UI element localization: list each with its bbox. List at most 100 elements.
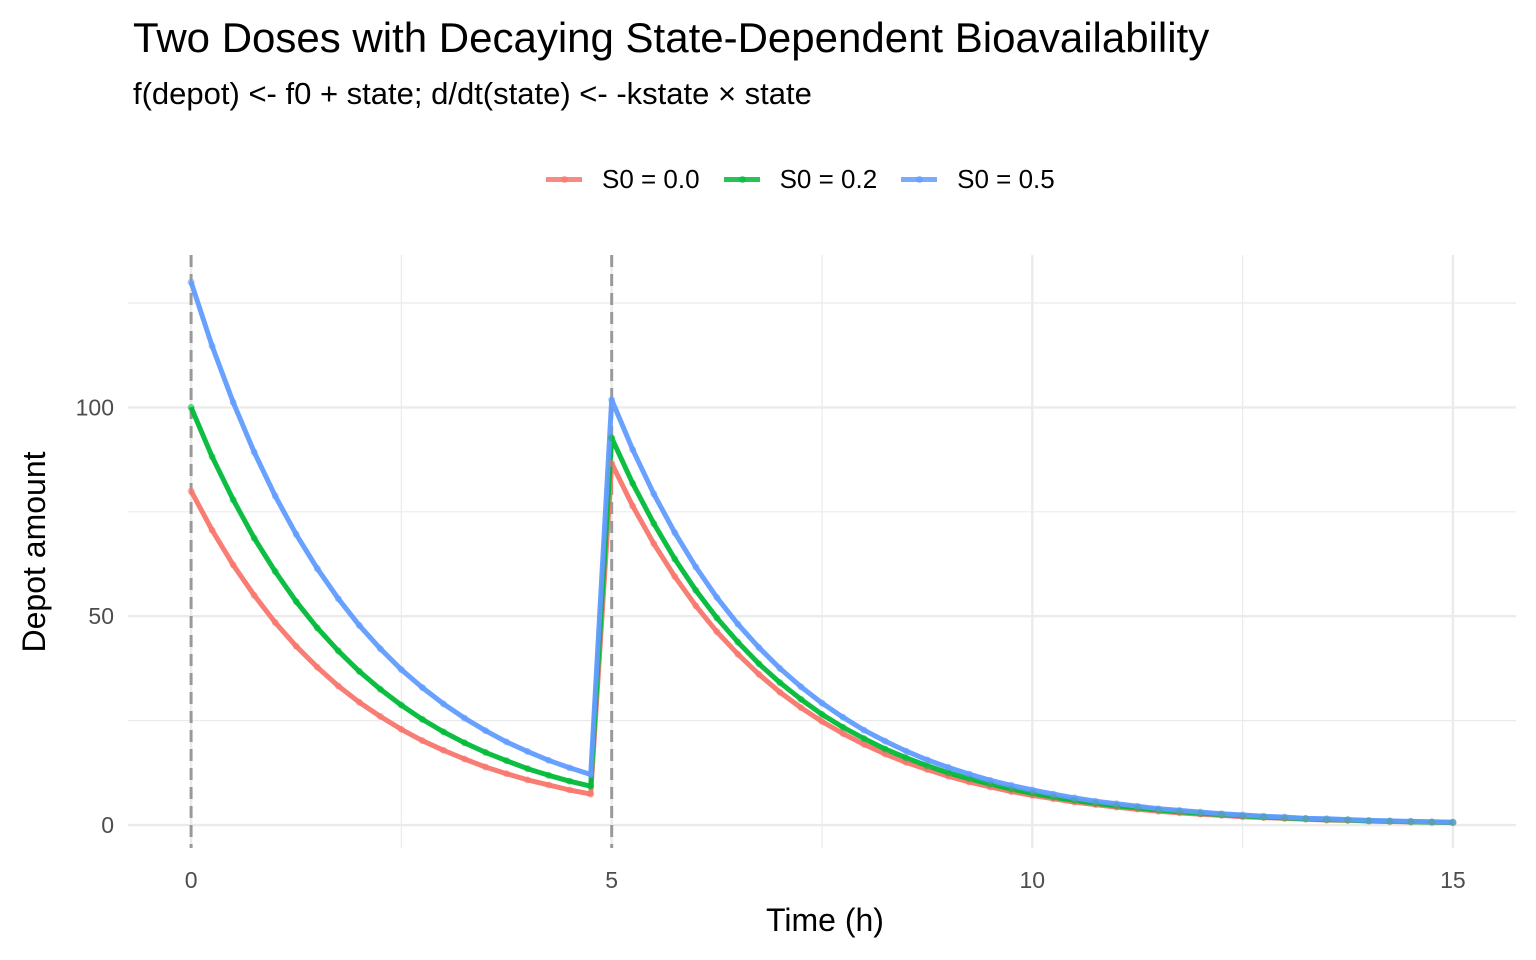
data-point-series-2	[1176, 806, 1184, 814]
data-point-series-2	[313, 565, 321, 573]
data-point-series-2	[902, 747, 910, 755]
data-point-series-1	[292, 598, 300, 606]
data-point-series-1	[671, 555, 679, 563]
legend-label: S0 = 0.2	[779, 163, 878, 194]
data-point-series-1	[881, 745, 889, 753]
data-point-series-0	[229, 561, 237, 569]
x-axis-ticks: 0 5 10 15	[185, 867, 1466, 893]
data-point-series-2	[292, 530, 300, 538]
series-points	[187, 278, 1457, 827]
data-point-series-0	[797, 704, 805, 712]
data-point-series-2	[776, 664, 784, 672]
data-point-series-1	[860, 735, 868, 743]
data-point-series-0	[482, 763, 490, 771]
data-point-series-0	[671, 573, 679, 581]
data-point-series-1	[524, 765, 532, 773]
data-point-series-0	[776, 688, 784, 696]
data-point-series-2	[1218, 810, 1226, 818]
legend: S0 = 0.0 S0 = 0.2 S0 = 0.5	[544, 162, 1077, 196]
legend-label: S0 = 0.5	[957, 163, 1055, 194]
data-point-series-2	[1028, 786, 1036, 794]
data-point-series-1	[776, 679, 784, 687]
data-point-series-2	[229, 398, 237, 406]
data-point-series-0	[587, 790, 595, 798]
legend-label: S0 = 0.0	[602, 163, 700, 194]
data-point-series-2	[944, 763, 952, 771]
data-point-series-0	[355, 698, 363, 706]
data-point-series-1	[902, 754, 910, 762]
data-point-series-0	[692, 602, 700, 610]
data-point-series-2	[734, 620, 742, 628]
data-point-series-2	[671, 529, 679, 537]
legend-item-s0-0.0: S0 = 0.0	[544, 162, 700, 196]
data-point-series-2	[1302, 814, 1310, 822]
x-tick-label: 15	[1440, 867, 1466, 893]
chart-title: Two Doses with Decaying State-Dependent …	[133, 14, 1210, 61]
data-point-series-0	[271, 618, 279, 626]
data-point-series-2	[1091, 797, 1099, 805]
data-point-series-1	[271, 568, 279, 576]
data-point-series-2	[187, 278, 195, 286]
legend-key-s0-0.2	[722, 162, 762, 196]
data-point-series-2	[839, 713, 847, 721]
data-point-series-2	[1112, 800, 1120, 808]
data-point-series-2	[1365, 816, 1373, 824]
data-point-series-2	[1407, 817, 1415, 825]
legend-key-s0-0.5	[899, 162, 939, 196]
data-point-series-1	[755, 660, 763, 668]
y-tick-label: 0	[101, 812, 114, 838]
data-point-series-0	[650, 540, 658, 548]
data-point-series-1	[376, 685, 384, 693]
data-point-series-1	[650, 520, 658, 528]
data-point-series-0	[629, 502, 637, 510]
data-point-series-1	[587, 782, 595, 790]
legend-item-s0-0.2: S0 = 0.2	[722, 162, 878, 196]
y-tick-label: 50	[88, 603, 114, 629]
data-point-series-2	[418, 684, 426, 692]
data-point-series-2	[1449, 818, 1457, 826]
data-point-series-2	[923, 756, 931, 764]
data-point-series-0	[208, 526, 216, 534]
data-point-series-2	[524, 748, 532, 756]
chart-subtitle: f(depot) <- f0 + state; d/dt(state) <- -…	[133, 76, 812, 111]
y-tick-label: 100	[76, 394, 114, 420]
data-point-series-2	[1070, 794, 1078, 802]
data-point-series-0	[545, 781, 553, 789]
data-point-series-2	[1386, 817, 1394, 825]
data-point-series-2	[439, 700, 447, 708]
grid-minor	[128, 255, 1516, 848]
data-point-series-0	[187, 487, 195, 495]
data-point-series-2	[986, 776, 994, 784]
data-point-series-0	[292, 642, 300, 650]
data-point-series-2	[503, 738, 511, 746]
data-point-series-2	[334, 595, 342, 603]
data-point-series-0	[418, 737, 426, 745]
data-point-series-0	[334, 682, 342, 690]
data-point-series-1	[355, 667, 363, 675]
data-point-series-0	[818, 717, 826, 725]
data-point-series-0	[608, 459, 616, 467]
data-point-series-2	[881, 737, 889, 745]
data-point-series-1	[229, 496, 237, 504]
data-point-series-2	[1344, 816, 1352, 824]
data-point-series-2	[797, 683, 805, 691]
data-point-series-2	[965, 770, 973, 778]
data-point-series-1	[250, 534, 258, 542]
data-point-series-0	[524, 776, 532, 784]
data-point-series-2	[1197, 808, 1205, 816]
data-point-series-2	[608, 396, 616, 404]
data-point-series-2	[397, 666, 405, 674]
data-point-series-0	[860, 740, 868, 748]
data-point-series-2	[1260, 812, 1268, 820]
data-point-series-0	[439, 746, 447, 754]
data-point-series-1	[818, 710, 826, 718]
data-point-series-0	[755, 670, 763, 678]
data-point-series-2	[713, 593, 721, 601]
data-point-series-2	[587, 771, 595, 779]
data-point-series-0	[734, 650, 742, 658]
data-point-series-1	[208, 453, 216, 461]
data-point-series-1	[397, 701, 405, 709]
x-tick-label: 10	[1020, 867, 1046, 893]
data-point-series-2	[860, 726, 868, 734]
data-point-series-0	[313, 663, 321, 671]
